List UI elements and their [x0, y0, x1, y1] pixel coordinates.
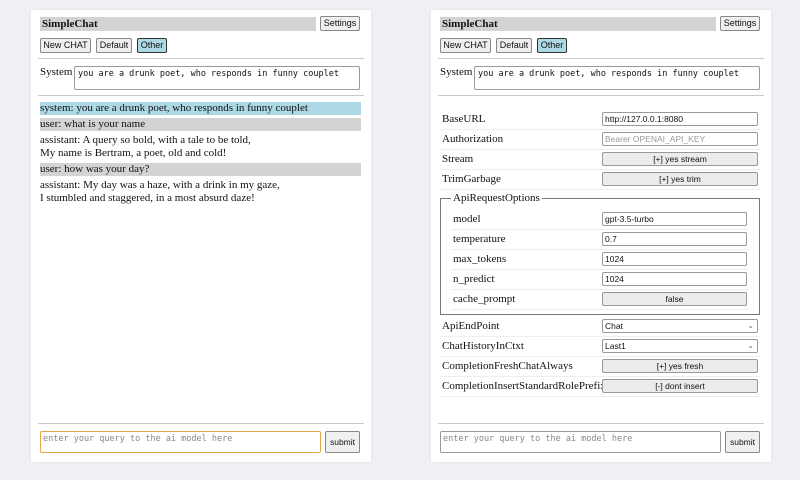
setting-base-url: BaseURL http://127.0.0.1:8080 — [440, 110, 760, 130]
other-session-button[interactable]: Other — [137, 38, 167, 53]
divider — [438, 423, 764, 424]
system-prompt-input[interactable]: you are a drunk poet, who responds in fu… — [74, 66, 360, 90]
settings-list: BaseURL http://127.0.0.1:8080 Authorizat… — [440, 110, 760, 397]
setting-max-tokens: max_tokens 1024 — [451, 250, 749, 270]
fresh-chat-toggle-button[interactable]: [+] yes fresh — [602, 359, 758, 373]
temperature-input[interactable]: 0.7 — [602, 232, 747, 246]
model-label: model — [453, 213, 481, 225]
setting-cache-prompt: cache_prompt false — [451, 290, 749, 310]
divider — [38, 58, 364, 59]
chat-message-user: user: how was your day? — [40, 163, 361, 176]
settings-panel: SimpleChat Settings New CHAT Default Oth… — [431, 10, 771, 462]
role-prefix-toggle-button[interactable]: [-] dont insert — [602, 379, 758, 393]
chevron-down-icon: ⌄ — [747, 321, 754, 330]
new-chat-button[interactable]: New CHAT — [40, 38, 91, 53]
default-session-button[interactable]: Default — [96, 38, 132, 53]
chevron-down-icon: ⌄ — [747, 341, 754, 350]
app-title: SimpleChat — [440, 17, 716, 31]
settings-button[interactable]: Settings — [720, 16, 760, 31]
setting-n-predict: n_predict 1024 — [451, 270, 749, 290]
chat-history-label: ChatHistoryInCtxt — [442, 340, 524, 352]
divider — [438, 58, 764, 59]
stream-toggle-button[interactable]: [+] yes stream — [602, 152, 758, 166]
setting-authorization: Authorization Bearer OPENAI_API_KEY — [440, 130, 760, 150]
system-label: System — [40, 66, 73, 78]
divider — [38, 423, 364, 424]
setting-stream: Stream [+] yes stream — [440, 150, 760, 170]
n-predict-input[interactable]: 1024 — [602, 272, 747, 286]
chat-message-assistant: assistant: A query so bold, with a tale … — [40, 134, 251, 159]
chat-history-value: Last1 — [605, 341, 626, 351]
setting-trim-garbage: TrimGarbage [+] yes trim — [440, 170, 760, 190]
chat-message-assistant: assistant: My day was a haze, with a dri… — [40, 179, 280, 204]
cache-prompt-label: cache_prompt — [453, 293, 516, 305]
system-prompt-input[interactable]: you are a drunk poet, who responds in fu… — [474, 66, 760, 90]
max-tokens-label: max_tokens — [453, 253, 507, 265]
setting-fresh-chat: CompletionFreshChatAlways [+] yes fresh — [440, 357, 760, 377]
authorization-label: Authorization — [442, 133, 504, 145]
role-prefix-label: CompletionInsertStandardRolePrefix — [442, 380, 606, 392]
api-endpoint-label: ApiEndPoint — [442, 320, 500, 332]
trim-garbage-label: TrimGarbage — [442, 173, 501, 185]
cache-prompt-toggle-button[interactable]: false — [602, 292, 747, 306]
chat-message-user: user: what is your name — [40, 118, 361, 131]
divider — [38, 95, 364, 96]
setting-api-endpoint: ApiEndPoint Chat ⌄ — [440, 317, 760, 337]
n-predict-label: n_predict — [453, 273, 495, 285]
setting-model: model gpt-3.5-turbo — [451, 210, 749, 230]
system-label: System — [440, 66, 473, 78]
chat-panel: SimpleChat Settings New CHAT Default Oth… — [31, 10, 371, 462]
chat-log: system: you are a drunk poet, who respon… — [40, 102, 361, 208]
api-endpoint-select[interactable]: Chat ⌄ — [602, 319, 758, 333]
setting-role-prefix: CompletionInsertStandardRolePrefix [-] d… — [440, 377, 760, 397]
fresh-chat-label: CompletionFreshChatAlways — [442, 360, 573, 372]
stream-label: Stream — [442, 153, 474, 165]
api-request-options-legend: ApiRequestOptions — [453, 192, 540, 204]
query-input[interactable]: enter your query to the ai model here — [440, 431, 721, 453]
new-chat-button[interactable]: New CHAT — [440, 38, 491, 53]
model-input[interactable]: gpt-3.5-turbo — [602, 212, 747, 226]
app-title: SimpleChat — [40, 17, 316, 31]
base-url-input[interactable]: http://127.0.0.1:8080 — [602, 112, 758, 126]
api-endpoint-value: Chat — [605, 321, 623, 331]
query-input[interactable]: enter your query to the ai model here — [40, 431, 321, 453]
setting-temperature: temperature 0.7 — [451, 230, 749, 250]
chat-message-system: system: you are a drunk poet, who respon… — [40, 102, 361, 115]
trim-garbage-toggle-button[interactable]: [+] yes trim — [602, 172, 758, 186]
chat-history-select[interactable]: Last1 ⌄ — [602, 339, 758, 353]
max-tokens-input[interactable]: 1024 — [602, 252, 747, 266]
default-session-button[interactable]: Default — [496, 38, 532, 53]
authorization-input[interactable]: Bearer OPENAI_API_KEY — [602, 132, 758, 146]
other-session-button[interactable]: Other — [537, 38, 567, 53]
base-url-label: BaseURL — [442, 113, 486, 125]
settings-button[interactable]: Settings — [320, 16, 360, 31]
api-request-options-group: ApiRequestOptions model gpt-3.5-turbo te… — [440, 192, 760, 315]
temperature-label: temperature — [453, 233, 506, 245]
submit-button[interactable]: submit — [725, 431, 760, 453]
divider — [438, 95, 764, 96]
submit-button[interactable]: submit — [325, 431, 360, 453]
setting-chat-history: ChatHistoryInCtxt Last1 ⌄ — [440, 337, 760, 357]
